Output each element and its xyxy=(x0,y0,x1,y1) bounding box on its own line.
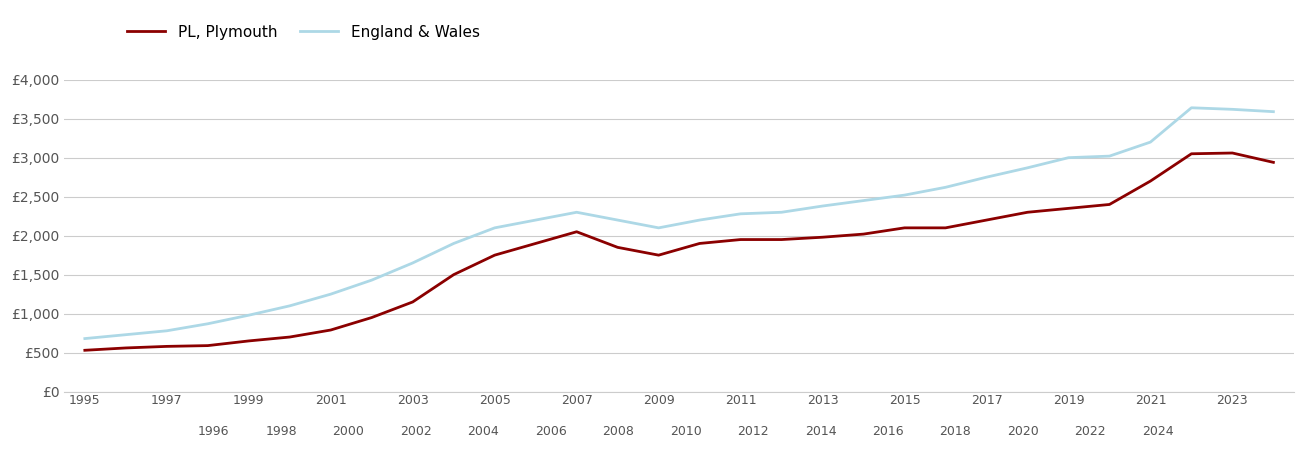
England & Wales xyxy=(1019,165,1035,171)
England & Wales xyxy=(1184,105,1199,110)
Text: 2018: 2018 xyxy=(940,425,971,438)
England & Wales xyxy=(405,260,420,265)
PL, Plymouth xyxy=(1143,178,1159,184)
PL, Plymouth xyxy=(1101,202,1117,207)
PL, Plymouth xyxy=(733,237,749,242)
PL, Plymouth xyxy=(282,334,298,340)
England & Wales xyxy=(241,312,257,318)
PL, Plymouth xyxy=(856,231,872,237)
Text: 2000: 2000 xyxy=(333,425,364,438)
PL, Plymouth xyxy=(1019,210,1035,215)
PL, Plymouth xyxy=(527,241,543,246)
PL, Plymouth xyxy=(1224,150,1240,156)
PL, Plymouth xyxy=(569,229,585,234)
PL, Plymouth xyxy=(651,252,667,258)
England & Wales xyxy=(774,210,790,215)
Text: 1996: 1996 xyxy=(198,425,230,438)
England & Wales xyxy=(856,198,872,203)
Text: 2004: 2004 xyxy=(467,425,500,438)
PL, Plymouth xyxy=(77,347,93,353)
England & Wales xyxy=(200,321,215,326)
PL, Plymouth xyxy=(159,344,175,349)
PL, Plymouth xyxy=(200,343,215,348)
England & Wales xyxy=(1224,107,1240,112)
Text: 2010: 2010 xyxy=(669,425,702,438)
Text: 2014: 2014 xyxy=(805,425,837,438)
PL, Plymouth xyxy=(117,345,133,351)
Text: 2006: 2006 xyxy=(535,425,566,438)
Text: 2012: 2012 xyxy=(737,425,769,438)
Text: 1998: 1998 xyxy=(265,425,298,438)
PL, Plymouth xyxy=(1061,206,1077,211)
England & Wales xyxy=(897,193,912,198)
PL, Plymouth xyxy=(446,272,462,277)
England & Wales xyxy=(1266,109,1282,114)
England & Wales xyxy=(1143,140,1159,145)
Text: 2022: 2022 xyxy=(1074,425,1107,438)
England & Wales xyxy=(938,184,954,190)
England & Wales xyxy=(692,217,707,223)
England & Wales xyxy=(733,211,749,216)
England & Wales xyxy=(322,292,338,297)
England & Wales xyxy=(651,225,667,230)
PL, Plymouth xyxy=(364,315,380,320)
England & Wales xyxy=(487,225,502,230)
England & Wales xyxy=(609,217,625,223)
Line: England & Wales: England & Wales xyxy=(85,108,1274,338)
PL, Plymouth xyxy=(774,237,790,242)
PL, Plymouth xyxy=(979,217,994,223)
PL, Plymouth xyxy=(405,299,420,305)
England & Wales xyxy=(117,332,133,338)
PL, Plymouth xyxy=(322,327,338,333)
England & Wales xyxy=(814,203,830,209)
PL, Plymouth xyxy=(241,338,257,344)
Text: 2002: 2002 xyxy=(401,425,432,438)
Text: 2016: 2016 xyxy=(872,425,904,438)
Text: 2008: 2008 xyxy=(603,425,634,438)
England & Wales xyxy=(282,303,298,309)
England & Wales xyxy=(364,277,380,283)
England & Wales xyxy=(446,241,462,246)
Text: 2020: 2020 xyxy=(1007,425,1039,438)
Line: PL, Plymouth: PL, Plymouth xyxy=(85,153,1274,350)
Legend: PL, Plymouth, England & Wales: PL, Plymouth, England & Wales xyxy=(121,19,485,46)
England & Wales xyxy=(159,328,175,333)
England & Wales xyxy=(77,336,93,341)
PL, Plymouth xyxy=(487,252,502,258)
PL, Plymouth xyxy=(609,245,625,250)
England & Wales xyxy=(1101,153,1117,159)
England & Wales xyxy=(569,210,585,215)
PL, Plymouth xyxy=(814,234,830,240)
Text: 2024: 2024 xyxy=(1142,425,1173,438)
PL, Plymouth xyxy=(1266,160,1282,165)
England & Wales xyxy=(527,217,543,223)
PL, Plymouth xyxy=(692,241,707,246)
England & Wales xyxy=(979,175,994,180)
PL, Plymouth xyxy=(1184,151,1199,157)
England & Wales xyxy=(1061,155,1077,160)
PL, Plymouth xyxy=(897,225,912,230)
PL, Plymouth xyxy=(938,225,954,230)
